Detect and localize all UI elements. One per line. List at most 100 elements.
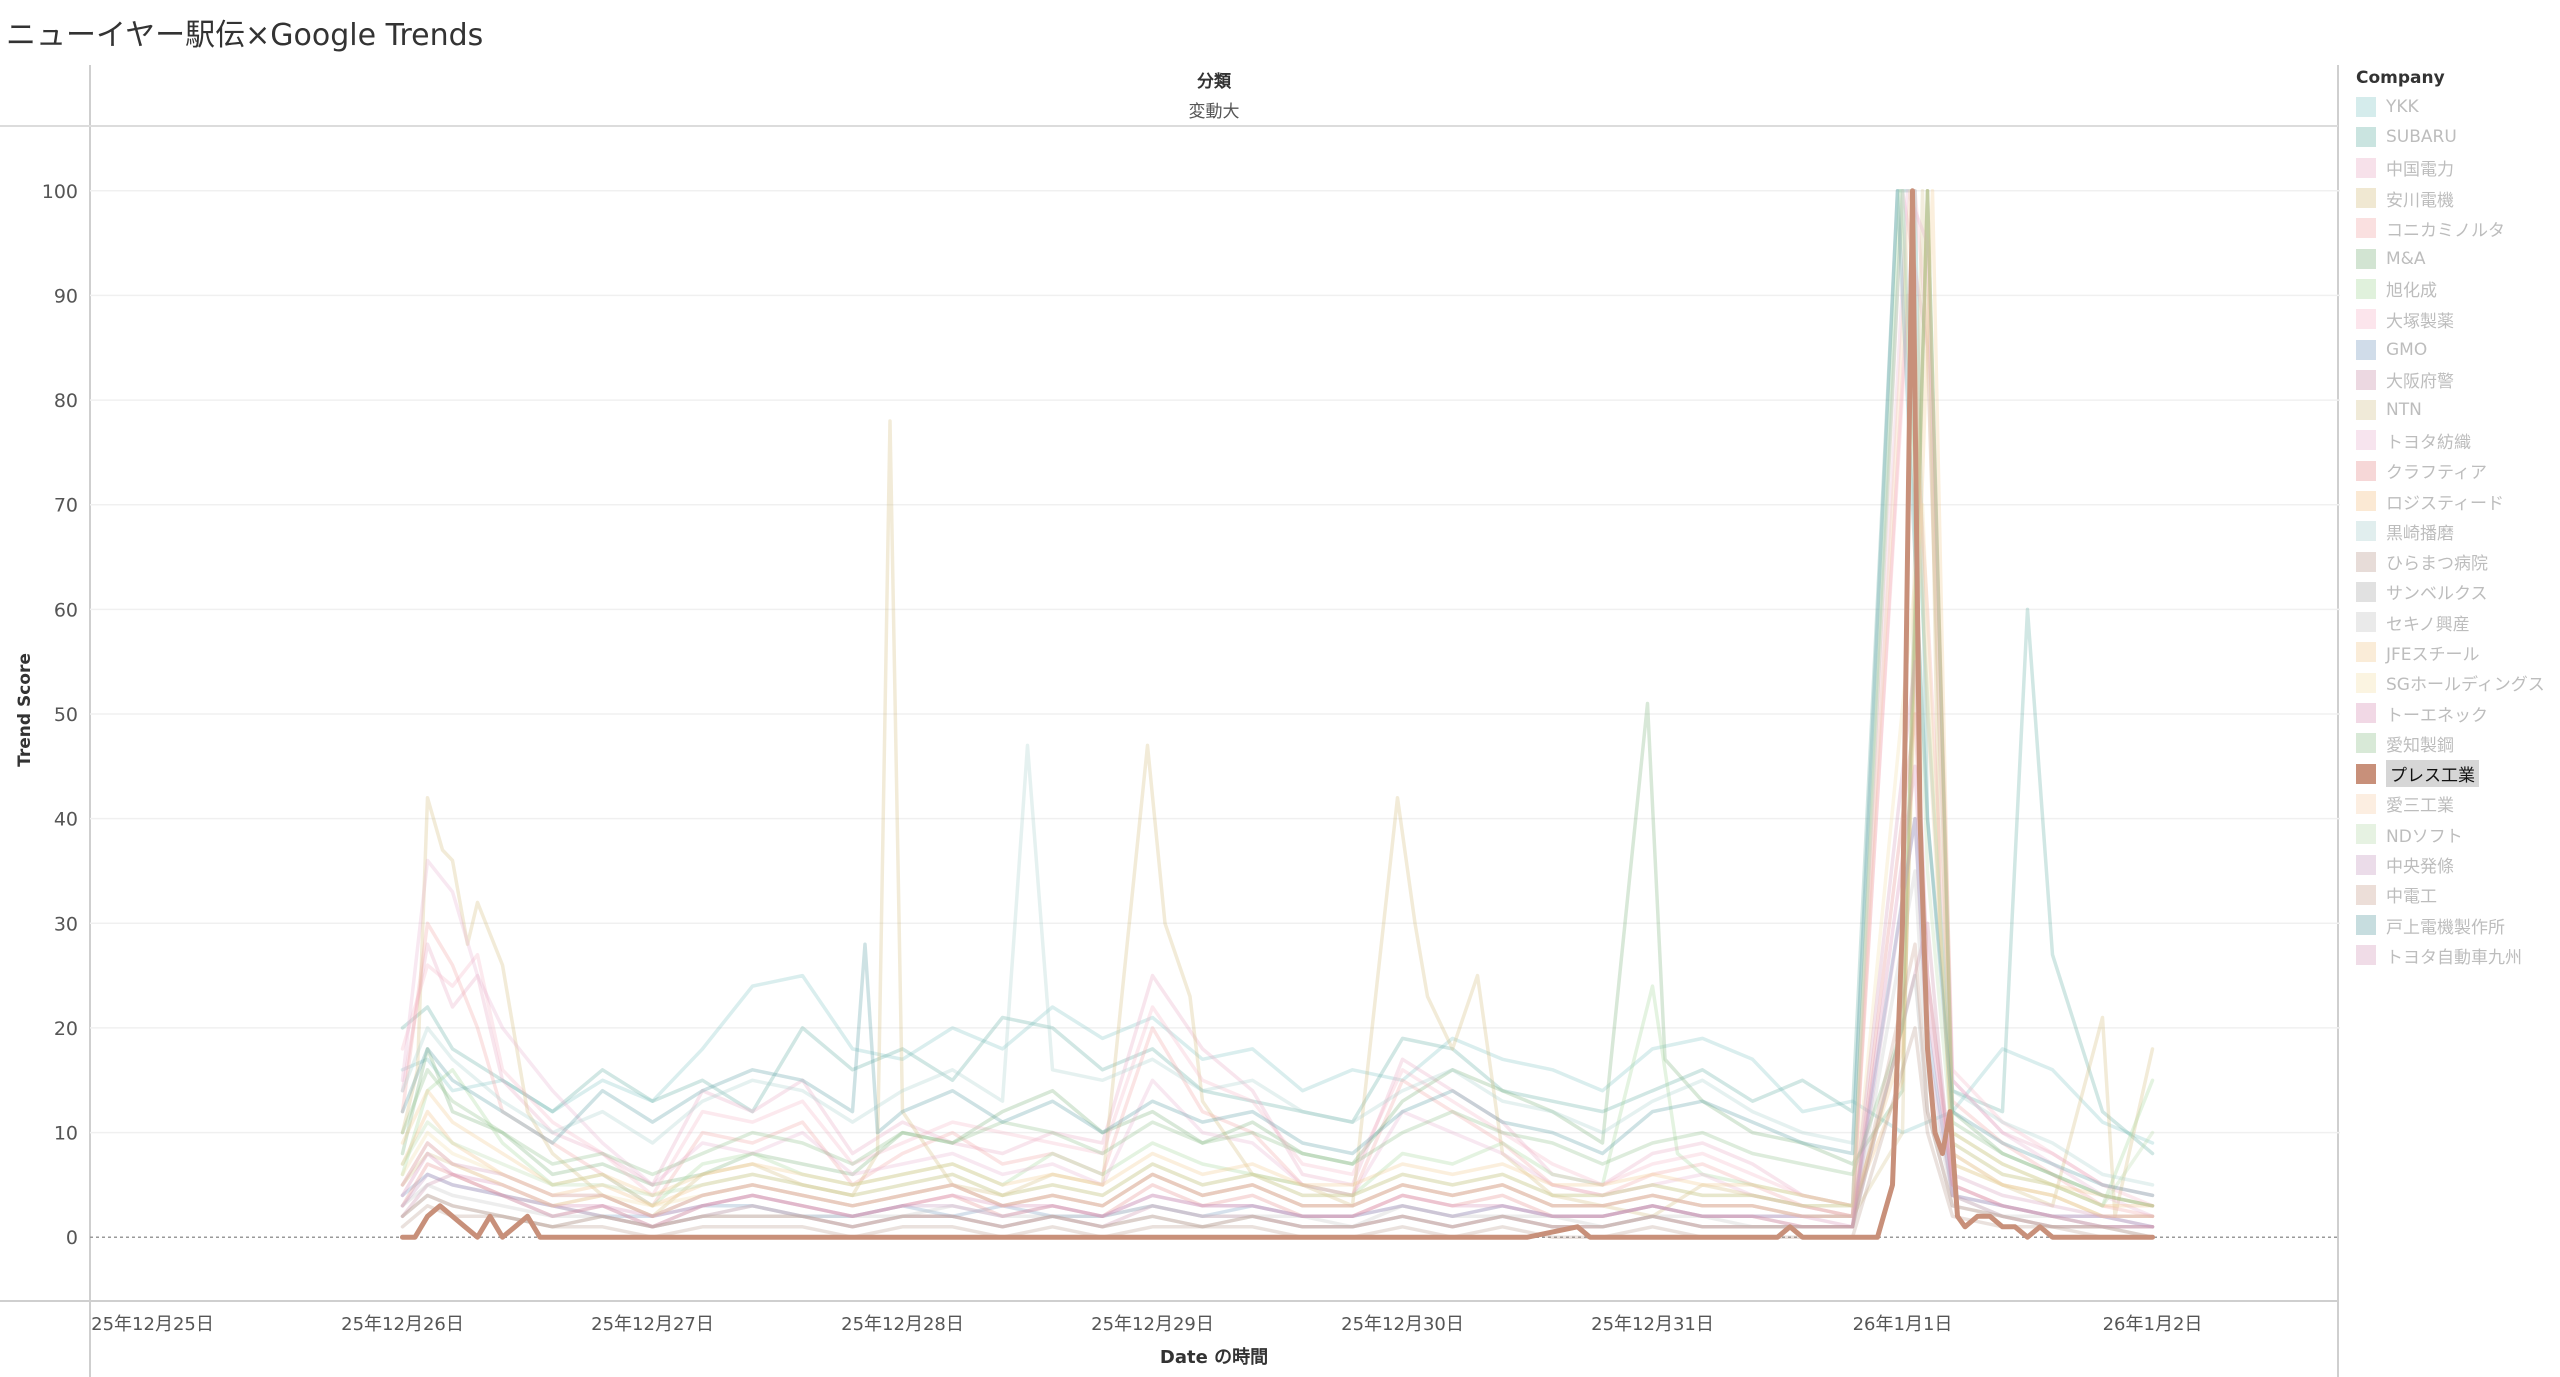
legend-item[interactable]: プレス工業 <box>2356 759 2556 789</box>
legend-label: 戸上電機製作所 <box>2386 917 2505 938</box>
legend-label: JFEスチール <box>2386 644 2480 665</box>
series-line-トヨタ紡織[interactable] <box>400 189 2155 1219</box>
legend-item[interactable]: GMO <box>2356 334 2556 364</box>
series-line-NDソフト[interactable] <box>400 189 2155 1208</box>
legend-item[interactable]: トヨタ自動車九州 <box>2356 940 2556 970</box>
legend-label: 中国電力 <box>2386 160 2454 181</box>
legend-label: SGホールディングス <box>2386 675 2545 696</box>
legend-item[interactable]: トヨタ紡織 <box>2356 425 2556 455</box>
legend-swatch <box>2356 157 2376 178</box>
x-tick-label: 26年1月2日 <box>2103 1314 2203 1335</box>
legend-label: GMO <box>2386 339 2428 360</box>
series-line-戸上電機製作所[interactable] <box>400 189 2155 1198</box>
legend-swatch <box>2356 703 2376 724</box>
legend-item[interactable]: ロジスティード <box>2356 486 2556 516</box>
series-line-中電工[interactable] <box>400 942 2155 1239</box>
series-line-サンベルクス[interactable] <box>400 973 2155 1239</box>
series-line-愛知製鋼[interactable] <box>400 189 2155 1208</box>
legend-item[interactable]: NTN <box>2356 395 2556 425</box>
x-axis-ticks: 25年12月25日 25年12月26日 25年12月27日 25年12月28日 25年1… <box>91 1314 2203 1335</box>
series-line-大阪府警[interactable] <box>400 921 2155 1229</box>
legend-label: 愛知製鋼 <box>2386 735 2454 756</box>
legend-label: NTN <box>2386 400 2422 421</box>
legend-label: コニカミノルタ <box>2386 220 2505 241</box>
legend-swatch <box>2356 642 2376 663</box>
series-line-SUBARU[interactable] <box>400 189 2155 1156</box>
legend-label: サンベルクス <box>2386 584 2488 605</box>
legend-item[interactable]: トーエネック <box>2356 698 2556 728</box>
y-tick-label: 50 <box>54 704 78 726</box>
series-line-旭化成[interactable] <box>400 189 2155 1208</box>
legend-item[interactable]: 愛三工業 <box>2356 789 2556 819</box>
legend-item[interactable]: 大塚製薬 <box>2356 304 2556 334</box>
series-line-大塚製薬[interactable] <box>400 189 2155 1208</box>
legend-item[interactable]: 戸上電機製作所 <box>2356 910 2556 940</box>
series-line-JFEスチール[interactable] <box>400 189 2155 1208</box>
legend-item[interactable]: 大阪府警 <box>2356 365 2556 395</box>
legend-label: YKK <box>2386 97 2419 118</box>
legend-label: ロジスティード <box>2386 493 2504 514</box>
legend-item[interactable]: SGホールディングス <box>2356 668 2556 698</box>
legend-label: プレス工業 <box>2386 760 2479 788</box>
legend-swatch <box>2356 97 2376 118</box>
legend-label: 大塚製薬 <box>2386 311 2454 332</box>
legend-swatch <box>2356 793 2376 814</box>
x-tick-label: 25年12月26日 <box>341 1314 464 1335</box>
legend-swatch <box>2356 278 2376 299</box>
legend-item[interactable]: 黒崎播磨 <box>2356 516 2556 546</box>
series-line-SGホールディングス[interactable] <box>400 502 2155 1219</box>
legend-item[interactable]: サンベルクス <box>2356 577 2556 607</box>
y-axis-ticks: 0 10 20 30 40 50 60 70 80 90 100 <box>42 181 78 1249</box>
x-tick-label: 25年12月27日 <box>591 1314 714 1335</box>
legend-label: SUBARU <box>2386 127 2457 148</box>
legend-item[interactable]: コニカミノルタ <box>2356 213 2556 243</box>
legend-swatch <box>2356 491 2376 511</box>
y-tick-label: 90 <box>54 285 78 307</box>
legend-swatch <box>2356 339 2376 360</box>
legend-item[interactable]: クラフティア <box>2356 456 2556 486</box>
legend-item[interactable]: 愛知製鋼 <box>2356 728 2556 758</box>
grid-lines <box>90 190 2340 1238</box>
series-line-愛三工業[interactable] <box>400 189 2155 1219</box>
legend-item[interactable]: セキノ興産 <box>2356 607 2556 637</box>
legend-label: 愛三工業 <box>2386 796 2454 817</box>
legend-label: トーエネック <box>2386 705 2488 726</box>
legend-label: M&A <box>2386 248 2426 269</box>
legend-swatch <box>2356 521 2376 542</box>
legend-swatch <box>2356 672 2376 693</box>
legend-item[interactable]: 中電工 <box>2356 880 2556 910</box>
legend-item[interactable]: 中央発條 <box>2356 849 2556 879</box>
legend-swatch <box>2356 551 2376 572</box>
legend-swatch <box>2356 945 2376 966</box>
legend-item[interactable]: SUBARU <box>2356 122 2556 152</box>
legend-label: 大阪府警 <box>2386 372 2454 393</box>
legend-item[interactable]: YKK <box>2356 92 2556 122</box>
legend-item[interactable]: NDソフト <box>2356 819 2556 849</box>
series-line-M&A[interactable] <box>400 189 2155 1208</box>
chart-frame <box>0 65 2339 1377</box>
legend-swatch <box>2356 127 2376 148</box>
legend: Company YKK SUBARU 中国電力 安川電機 コニカミノルタ M&A 旭化成 大塚… <box>2356 68 2556 971</box>
legend-item[interactable]: M&A <box>2356 243 2556 273</box>
legend-item[interactable]: 中国電力 <box>2356 153 2556 183</box>
legend-label: 黒崎播磨 <box>2386 523 2454 544</box>
series-line-コニカミノルタ[interactable] <box>400 293 2155 1219</box>
legend-swatch <box>2356 824 2376 845</box>
x-tick-label: 25年12月29日 <box>1091 1314 1214 1335</box>
series-line-安川電機[interactable] <box>400 189 2155 1219</box>
legend-item[interactable]: 旭化成 <box>2356 274 2556 304</box>
legend-label: セキノ興産 <box>2386 614 2470 635</box>
legend-item[interactable]: JFEスチール <box>2356 637 2556 667</box>
series-line-プレス工業[interactable] <box>400 188 2155 1240</box>
series-line-黒崎播磨[interactable] <box>400 189 2155 1187</box>
legend-swatch <box>2356 188 2376 209</box>
legend-item[interactable]: 安川電機 <box>2356 183 2556 213</box>
x-tick-label: 25年12月31日 <box>1591 1314 1714 1335</box>
legend-label: クラフティア <box>2386 463 2487 484</box>
y-tick-label: 80 <box>54 390 78 412</box>
series-line-YKK[interactable] <box>400 973 2155 1145</box>
y-tick-label: 20 <box>54 1018 78 1040</box>
legend-item[interactable]: ひらまつ病院 <box>2356 546 2556 576</box>
legend-swatch <box>2356 612 2376 633</box>
x-tick-label: 26年1月1日 <box>1853 1314 1953 1335</box>
